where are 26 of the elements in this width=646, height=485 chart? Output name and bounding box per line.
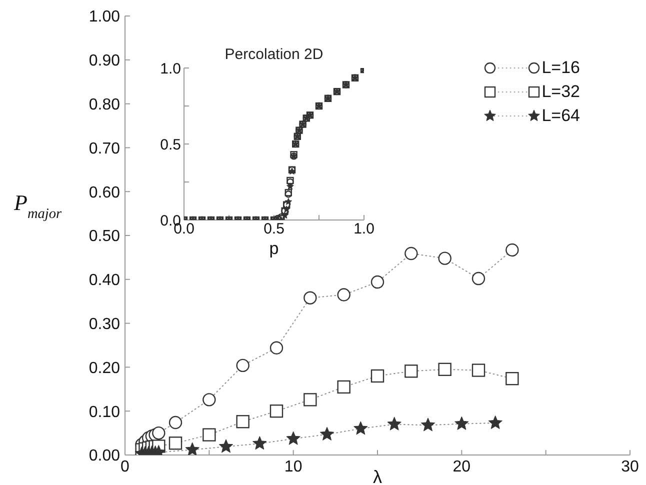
x-tick-label: 30 [621, 458, 639, 476]
y-tick-label: 0.40 [88, 272, 120, 290]
x-tick-label: 0 [120, 458, 130, 476]
legend-label: L=16 [542, 58, 580, 78]
y-tick-label: 0.70 [88, 140, 120, 158]
y-tick-label: 0.10 [88, 404, 120, 421]
y-tick-label: 0.60 [88, 184, 120, 202]
y-tick-label: 0.20 [88, 360, 120, 377]
x-tick-label: 1.0 [354, 220, 374, 238]
y-tick-label: 0.5 [160, 136, 181, 154]
x-tick-label: 10 [284, 458, 302, 476]
x-tick-label: 0.5 [264, 220, 284, 238]
legend-label: L=64 [542, 106, 580, 126]
legend-label: L=32 [542, 82, 580, 102]
y-axis-title: P$_{major}$ [13, 190, 62, 222]
y-tick-label: 0.50 [88, 228, 120, 246]
y-tick-label: 0.90 [88, 52, 120, 70]
x-tick-label: 20 [452, 458, 471, 476]
y-tick-label: 0.00 [88, 448, 120, 465]
chart-title: Percolation 2D [224, 46, 324, 63]
y-tick-label: 0.80 [88, 96, 120, 114]
y-tick-label: 0.30 [88, 316, 120, 333]
y-tick-label: 1.00 [88, 8, 120, 26]
y-tick-label: 1.0 [160, 60, 181, 78]
x-axis-title: λ [373, 467, 382, 485]
x-axis-title: p [269, 239, 279, 258]
